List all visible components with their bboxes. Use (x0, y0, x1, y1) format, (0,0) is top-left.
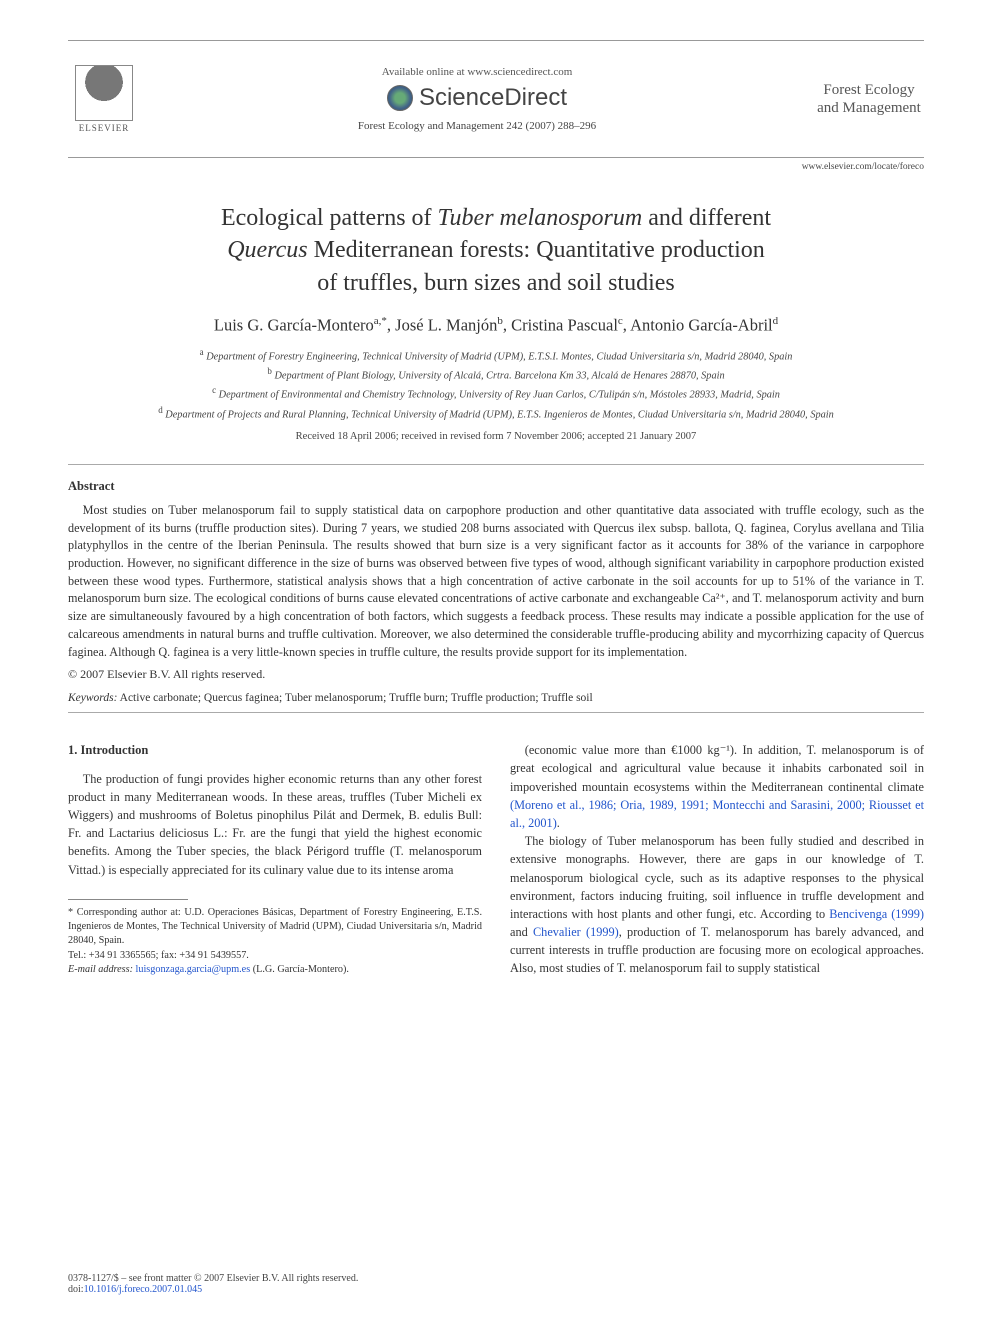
author-affil-sup: d (773, 315, 779, 327)
corresponding-author-footnote: * Corresponding author at: U.D. Operacio… (68, 906, 482, 977)
keywords-line: Keywords: Active carbonate; Quercus fagi… (68, 692, 924, 704)
author-name: José L. Manjón (395, 316, 497, 335)
journal-citation: Forest Ecology and Management 242 (2007)… (140, 120, 814, 132)
intro-paragraph: (economic value more than €1000 kg⁻¹). I… (510, 741, 924, 832)
citation-link[interactable]: Chevalier (1999) (533, 925, 619, 939)
doi-link[interactable]: 10.1016/j.foreco.2007.01.045 (84, 1284, 203, 1295)
title-text: Mediterranean forests: Quantitative prod… (308, 237, 765, 263)
sciencedirect-globe-icon (387, 85, 413, 111)
affiliation: Department of Environmental and Chemistr… (219, 390, 780, 401)
abstract-body: Most studies on Tuber melanosporum fail … (68, 502, 924, 661)
title-species-1: Tuber melanosporum (438, 205, 643, 231)
available-online-text: Available online at www.sciencedirect.co… (140, 66, 814, 78)
author-affil-sup: a,* (374, 315, 387, 327)
journal-url: www.elsevier.com/locate/foreco (68, 162, 924, 172)
affiliation: Department of Plant Biology, University … (274, 370, 724, 381)
body-columns: 1. Introduction The production of fungi … (68, 741, 924, 977)
author-name: Antonio García-Abril (630, 316, 773, 335)
left-column: 1. Introduction The production of fungi … (68, 741, 482, 977)
author-list: Luis G. García-Monteroa,*, José L. Manjó… (68, 315, 924, 336)
right-column: (economic value more than €1000 kg⁻¹). I… (510, 741, 924, 977)
body-text: . (557, 816, 560, 830)
citation-link[interactable]: Bencivenga (1999) (829, 907, 924, 921)
article-dates: Received 18 April 2006; received in revi… (68, 431, 924, 442)
header-center: Available online at www.sciencedirect.co… (140, 66, 814, 132)
journal-title-box: Forest Ecology and Management (814, 49, 924, 149)
doi-label: doi: (68, 1284, 84, 1295)
intro-heading: 1. Introduction (68, 741, 482, 760)
footnote-divider (68, 899, 188, 900)
affiliation: Department of Forestry Engineering, Tech… (206, 351, 792, 362)
author-affil-sup: b (497, 315, 503, 327)
affiliation: Department of Projects and Rural Plannin… (165, 409, 833, 420)
sciencedirect-text: ScienceDirect (419, 84, 567, 112)
citation-link[interactable]: (Moreno et al., 1986; Oria, 1989, 1991; … (510, 798, 924, 830)
abstract-copyright: © 2007 Elsevier B.V. All rights reserved… (68, 667, 924, 682)
footnote-text: * Corresponding author at: U.D. Operacio… (68, 907, 482, 947)
email-author-suffix: (L.G. García-Montero). (250, 964, 349, 975)
elsevier-tree-icon (75, 65, 133, 121)
title-genus: Quercus (227, 237, 307, 263)
author-name: Cristina Pascual (511, 316, 618, 335)
page-footer: 0378-1127/$ – see front matter © 2007 El… (68, 1273, 924, 1295)
affiliation-list: a Department of Forestry Engineering, Te… (68, 346, 924, 423)
intro-paragraph: The biology of Tuber melanosporum has be… (510, 832, 924, 978)
abstract-heading: Abstract (68, 479, 924, 494)
intro-paragraph: The production of fungi provides higher … (68, 770, 482, 879)
section-divider (68, 712, 924, 713)
email-label: E-mail address: (68, 964, 133, 975)
journal-header: ELSEVIER Available online at www.science… (68, 40, 924, 158)
section-divider (68, 464, 924, 465)
publisher-name: ELSEVIER (79, 123, 130, 133)
footnote-tel: Tel.: +34 91 3365565; fax: +34 91 543955… (68, 950, 249, 961)
article-title: Ecological patterns of Tuber melanosporu… (98, 202, 894, 299)
author-affil-sup: c (618, 315, 623, 327)
body-text: and (510, 925, 533, 939)
journal-name: Forest Ecology and Management (814, 81, 924, 117)
body-text: (economic value more than €1000 kg⁻¹). I… (510, 743, 924, 793)
elsevier-logo: ELSEVIER (68, 60, 140, 138)
keywords-label: Keywords: (68, 692, 117, 704)
sciencedirect-brand: ScienceDirect (140, 84, 814, 112)
title-text: of truffles, burn sizes and soil studies (317, 270, 675, 296)
keywords-text: Active carbonate; Quercus faginea; Tuber… (117, 692, 592, 704)
author-name: Luis G. García-Montero (214, 316, 374, 335)
email-link[interactable]: luisgonzaga.garcia@upm.es (136, 964, 251, 975)
title-text: and different (642, 205, 771, 231)
title-text: Ecological patterns of (221, 205, 438, 231)
front-matter-line: 0378-1127/$ – see front matter © 2007 El… (68, 1273, 924, 1284)
doi-line: doi:10.1016/j.foreco.2007.01.045 (68, 1284, 924, 1295)
